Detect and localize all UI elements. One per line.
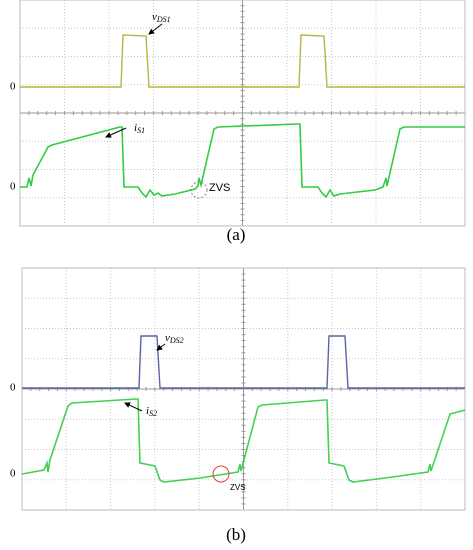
- zero-label: 0: [10, 382, 16, 394]
- arrow: [105, 127, 127, 138]
- zero-label: 0: [10, 181, 16, 193]
- voltage-waveform: [22, 335, 465, 389]
- annotation: ZVS: [230, 483, 246, 492]
- arrow: [156, 343, 166, 351]
- zero-label: 0: [10, 81, 16, 93]
- scope-frame: [21, 267, 466, 511]
- current-label: iS1: [134, 122, 145, 135]
- voltage-waveform: [20, 34, 465, 88]
- current-waveform: [21, 398, 466, 483]
- voltage-label: vDS1: [152, 11, 171, 24]
- caption: (a): [227, 225, 246, 244]
- caption: (b): [226, 525, 246, 544]
- zvs-marker: [190, 181, 208, 199]
- scope-grid: [19, 0, 466, 227]
- zvs-marker: [212, 465, 230, 483]
- scope-frame: [19, 0, 466, 227]
- annotation: ZVS: [209, 182, 230, 194]
- voltage-label: vDS2: [165, 332, 184, 345]
- zero-label: 0: [10, 468, 16, 480]
- arrow: [124, 402, 143, 412]
- current-label: iS2: [146, 405, 157, 418]
- arrow: [148, 23, 163, 35]
- scope-grid: [21, 267, 466, 511]
